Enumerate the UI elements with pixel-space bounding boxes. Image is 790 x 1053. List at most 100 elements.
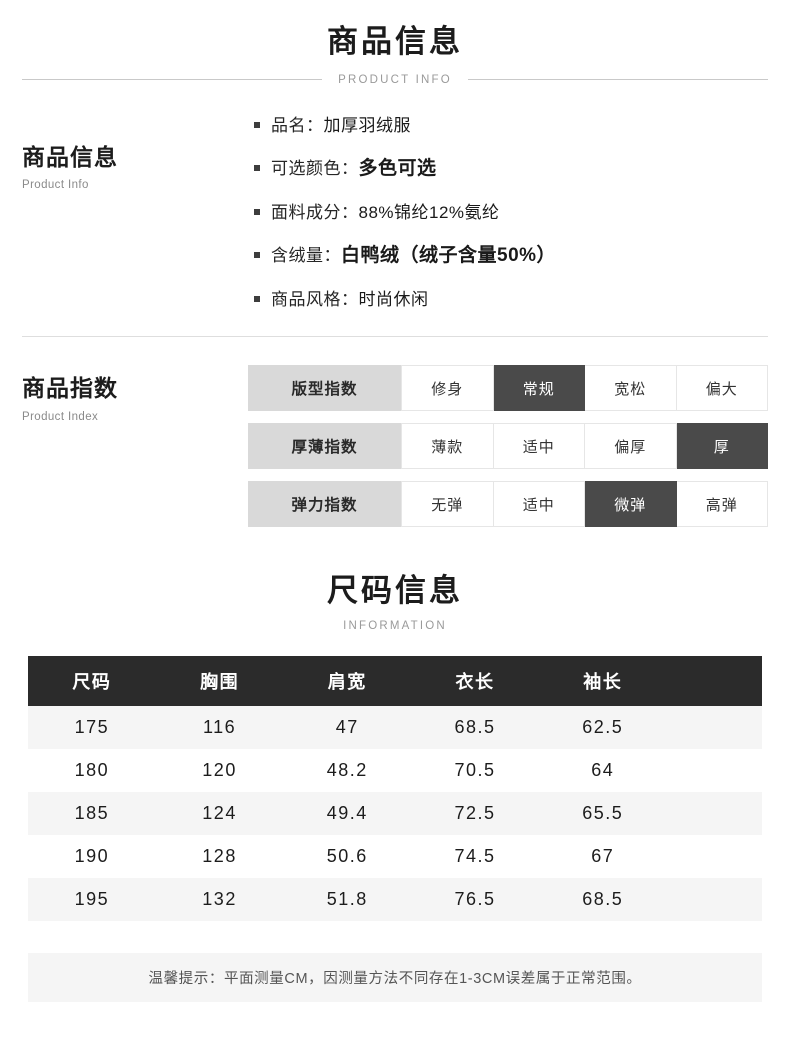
index-option-elasticity-3[interactable]: 高弹 — [676, 481, 768, 528]
section-divider — [22, 336, 768, 338]
list-item: 含绒量： 白鸭绒（绒子含量50%） — [254, 245, 768, 268]
size-info-subtitle: INFORMATION — [343, 620, 447, 633]
cell-bust: 120 — [202, 760, 237, 781]
cell-length: 76.5 — [454, 889, 496, 910]
table-row: 175 116 47 68.5 62.5 — [28, 706, 762, 750]
column-header-size: 尺码 — [72, 672, 112, 693]
cell-shoulder: 51.8 — [326, 889, 368, 910]
cell-size: 185 — [74, 803, 110, 824]
product-index-heading-en: Product Index — [22, 411, 99, 424]
column-header-length: 衣长 — [455, 672, 495, 693]
index-row-fit: 版型指数 修身 常规 宽松 偏大 — [248, 365, 768, 412]
cell-bust: 124 — [202, 803, 237, 824]
column-header-spacer — [667, 656, 762, 706]
banner-subtitle-row: PRODUCT INFO — [0, 74, 790, 86]
cell-size: 180 — [74, 760, 110, 781]
table-row: 195 132 51.8 76.5 68.5 — [28, 878, 762, 922]
info-label: 商品风格： — [271, 290, 359, 310]
cell-spacer — [667, 706, 762, 749]
bullet-square-icon — [254, 296, 260, 303]
cell-length: 68.5 — [454, 717, 496, 738]
cell-bust: 116 — [202, 717, 237, 738]
list-item: 可选颜色： 多色可选 — [254, 158, 768, 181]
bullet-square-icon — [254, 208, 260, 215]
table-row: 180 120 48.2 70.5 64 — [28, 749, 762, 793]
index-option-fit-3[interactable]: 偏大 — [676, 365, 768, 412]
cell-shoulder: 49.4 — [326, 803, 368, 824]
cell-bust: 128 — [202, 846, 237, 867]
index-row-label: 厚薄指数 — [248, 423, 401, 470]
list-item: 品名： 加厚羽绒服 — [254, 116, 768, 136]
cell-sleeve: 64 — [591, 760, 615, 781]
size-table: 尺码 胸围 肩宽 衣长 袖长 175 116 47 68.5 62.5 — [28, 656, 762, 922]
info-label: 品名： — [271, 115, 324, 135]
index-option-elasticity-0[interactable]: 无弹 — [401, 481, 494, 528]
product-info-heading: 商品信息 Product Info — [22, 114, 254, 311]
product-index-section: 商品指数 Product Index 版型指数 修身 常规 宽松 偏大 厚薄指数… — [0, 337, 790, 528]
index-option-thickness-2[interactable]: 偏厚 — [585, 423, 677, 470]
cell-spacer — [667, 749, 762, 792]
banner-rule-left — [22, 79, 323, 81]
cell-size: 190 — [74, 846, 110, 867]
index-option-thickness-3[interactable]: 厚 — [676, 423, 768, 470]
list-item: 面料成分： 88%锦纶12%氨纶 — [254, 203, 768, 223]
index-row-elasticity: 弹力指数 无弹 适中 微弹 高弹 — [248, 481, 768, 528]
index-row-label: 弹力指数 — [248, 481, 401, 528]
index-option-elasticity-1[interactable]: 适中 — [493, 481, 585, 528]
cell-size: 195 — [74, 889, 110, 910]
info-label: 含绒量： — [271, 246, 341, 266]
product-info-heading-cn: 商品信息 — [22, 143, 118, 170]
column-header-sleeve: 袖长 — [583, 672, 623, 693]
bullet-square-icon — [254, 165, 260, 172]
table-row: 185 124 49.4 72.5 65.5 — [28, 792, 762, 836]
index-option-fit-2[interactable]: 宽松 — [585, 365, 677, 412]
size-table-body: 175 116 47 68.5 62.5 180 120 48.2 70.5 6… — [28, 706, 762, 922]
index-option-thickness-0[interactable]: 薄款 — [401, 423, 494, 470]
product-index-heading-cn: 商品指数 — [22, 375, 118, 402]
cell-sleeve: 67 — [591, 846, 615, 867]
bullet-square-icon — [254, 121, 260, 128]
cell-shoulder: 50.6 — [326, 846, 368, 867]
banner-rule-right — [467, 79, 768, 81]
size-info-banner: 尺码信息 INFORMATION — [0, 527, 790, 632]
product-info-list: 品名： 加厚羽绒服 可选颜色： 多色可选 面料成分： 88%锦纶12%氨纶 含绒… — [254, 116, 768, 311]
index-option-fit-1[interactable]: 常规 — [493, 365, 585, 412]
size-table-wrapper: 尺码 胸围 肩宽 衣长 袖长 175 116 47 68.5 62.5 — [28, 656, 762, 922]
cell-size: 175 — [74, 717, 110, 738]
info-value: 白鸭绒（绒子含量50%） — [341, 245, 557, 267]
cell-shoulder: 48.2 — [326, 760, 368, 781]
page-subtitle: PRODUCT INFO — [338, 73, 452, 86]
list-item: 商品风格： 时尚休闲 — [254, 290, 768, 310]
product-info-details: 品名： 加厚羽绒服 可选颜色： 多色可选 面料成分： 88%锦纶12%氨纶 含绒… — [254, 114, 768, 311]
column-header-shoulder: 肩宽 — [327, 672, 367, 693]
product-info-banner: 商品信息 PRODUCT INFO — [0, 0, 790, 86]
cell-spacer — [667, 792, 762, 835]
cell-sleeve: 65.5 — [582, 803, 624, 824]
info-value: 时尚休闲 — [358, 290, 429, 310]
cell-length: 70.5 — [454, 760, 496, 781]
index-option-elasticity-2[interactable]: 微弹 — [585, 481, 677, 528]
index-option-thickness-1[interactable]: 适中 — [493, 423, 585, 470]
product-info-section: 商品信息 Product Info 品名： 加厚羽绒服 可选颜色： 多色可选 面… — [0, 86, 790, 311]
index-option-fit-0[interactable]: 修身 — [401, 365, 494, 412]
info-value: 加厚羽绒服 — [323, 115, 411, 135]
table-row: 190 128 50.6 74.5 67 — [28, 835, 762, 879]
index-row-thickness: 厚薄指数 薄款 适中 偏厚 厚 — [248, 423, 768, 470]
cell-shoulder: 47 — [335, 717, 359, 738]
column-header-bust: 胸围 — [200, 672, 240, 693]
cell-sleeve: 62.5 — [582, 717, 624, 738]
info-label: 可选颜色： — [271, 159, 359, 179]
info-value: 88%锦纶12%氨纶 — [358, 202, 500, 222]
measurement-note: 温馨提示：平面测量CM，因测量方法不同存在1-3CM误差属于正常范围。 — [28, 953, 762, 1003]
cell-sleeve: 68.5 — [582, 889, 624, 910]
size-info-title: 尺码信息 — [327, 573, 463, 609]
cell-bust: 132 — [202, 889, 237, 910]
table-header-row: 尺码 胸围 肩宽 衣长 袖长 — [28, 656, 762, 707]
bullet-square-icon — [254, 252, 260, 259]
cell-length: 72.5 — [454, 803, 496, 824]
product-index-heading: 商品指数 Product Index — [22, 365, 248, 527]
cell-length: 74.5 — [454, 846, 496, 867]
page-title: 商品信息 — [327, 24, 463, 59]
size-table-head: 尺码 胸围 肩宽 衣长 袖长 — [28, 656, 762, 707]
